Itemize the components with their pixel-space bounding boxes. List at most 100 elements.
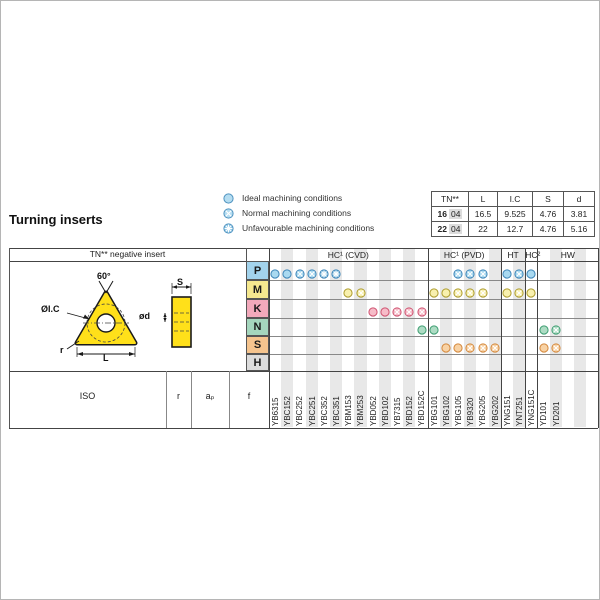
ideal-condition-icon [270,268,280,279]
legend-item: Normal machining conditions [223,207,351,219]
grade-column-label-YB9320: YB9320 [466,397,476,426]
group-header-hw: HW [560,250,575,260]
group-header-hc2: HC² [525,250,541,260]
matrix-cell-N-YBD152C [416,322,427,340]
normal-condition-icon [477,268,488,279]
iso-row-header-N: N [246,318,269,336]
grade-column-label-YNG151C: YNG151C [527,389,537,426]
matrix-cell-M-YBG101 [429,285,439,303]
grade-column-label-YBG202: YBG202 [490,395,500,426]
grade-column-label-YBC252: YBC252 [295,396,305,426]
ideal-condition-icon [416,325,427,335]
matrix-cell-K-YBD152 [404,304,414,322]
group-header-ht: HT [507,250,519,260]
iso-column-header: ISO [79,391,96,401]
matrix-cell-P-YBC251 [307,266,317,284]
ap-column-header: aₚ [205,391,215,401]
ideal-condition-icon [502,268,512,279]
matrix-cell-S-YD101 [538,340,549,358]
ideal-condition-icon [441,343,451,353]
column-stripe [574,249,587,427]
r-leader-line [66,340,80,350]
ideal-condition-icon [380,306,390,317]
grade-column-label-YBD102: YBD102 [380,396,390,426]
matrix-cell-P-YB9320 [465,266,475,284]
matrix-cell-P-YBG205 [477,266,488,284]
ideal-condition-icon [429,287,439,298]
unfavourable-condition-icon [223,222,234,234]
r-column-header: r [177,391,180,401]
spec-tn-cell: 22 04 [431,221,469,237]
angle-label: 60° [97,271,111,281]
spec-value-cell: 5.16 [563,221,595,237]
grade-column-label-YBC152: YBC152 [283,396,293,426]
edge-length-label: L [103,353,109,363]
spec-tn-cell: 16 04 [431,206,469,222]
iso-row-header-M: M [246,280,269,299]
spec-header-cell: d [563,191,595,207]
normal-condition-icon [404,306,414,317]
spec-header-cell: TN** [431,191,469,207]
spec-header-cell: I.C [497,191,533,207]
grade-column-label-YBG205: YBG205 [478,395,488,426]
grade-column-label-YBC352: YBC352 [319,396,329,426]
normal-condition-icon [465,268,475,279]
matrix-cell-P-YBC152 [282,266,292,284]
normal-condition-icon [465,343,475,353]
legend-item: Ideal machining conditions [223,192,342,204]
matrix-cell-N-YBG101 [429,322,439,340]
ideal-condition-icon [502,287,512,298]
ideal-condition-icon [429,325,439,335]
grade-column-label-YBD052: YBD052 [368,396,378,426]
hole-diameter-label: ød [139,311,150,321]
column-stripe [281,249,294,427]
insert-panel-header: TN** negative insert [89,249,166,259]
iso-row-header-K: K [246,299,269,318]
normal-condition-icon [453,287,463,298]
matrix-cell-K-YB7315 [392,304,402,322]
grade-column-label-YD201: YD201 [551,401,561,426]
page-title: Turning inserts [9,212,103,227]
spec-value-cell: 4.76 [532,206,564,222]
insert-drawing [66,280,192,357]
iso-row-header-S: S [246,336,269,354]
inscribed-circle-label: ØI.C [41,304,60,314]
legend-item-label: Ideal machining conditions [242,193,343,203]
spec-value-cell: 12.7 [497,221,533,237]
column-stripe [378,249,391,427]
matrix-cell-S-YBG102 [441,340,451,358]
spec-data-row: 22 04 22 12.7 4.76 5.16 [431,221,595,237]
legend-item-label: Unfavourable machining conditions [242,223,375,233]
matrix-cell-K-YBD052 [368,304,378,322]
matrix-cell-P-YNG151C [526,266,536,284]
matrix-cell-P-YNG151 [502,266,512,284]
ideal-condition-icon [223,192,234,204]
column-stripe [549,249,562,427]
normal-condition-icon [223,207,234,219]
normal-condition-icon [551,343,561,353]
matrix-cell-M-YBM153 [343,285,353,303]
matrix-cell-S-YBG205 [477,340,488,358]
grade-column-label-YBG105: YBG105 [454,395,463,426]
matrix-cell-M-YNT251 [514,285,524,303]
normal-condition-icon [392,306,402,317]
legend-item-label: Normal machining conditions [242,208,352,218]
grade-column-label-YB6315: YB6315 [271,397,280,426]
ideal-condition-icon [368,306,378,317]
spec-value-cell: 3.81 [563,206,595,222]
grade-column-label-YBG102: YBG102 [441,395,451,426]
grade-column-label-YNG151: YNG151 [502,395,512,426]
normal-condition-icon [514,268,524,279]
normal-condition-icon [453,268,463,279]
normal-condition-icon [416,306,427,317]
corner-radius-label: r [60,345,64,355]
unfavourable-condition-icon [331,268,341,279]
spec-header-cell: S [532,191,564,207]
matrix-cell-P-YNT251 [514,266,524,284]
matrix-cell-M-YBG102 [441,285,451,303]
matrix-cell-S-YBG202 [490,340,500,358]
iso-row-header-H: H [246,354,269,371]
ideal-condition-icon [526,268,536,279]
matrix-cell-K-YBD102 [380,304,390,322]
grade-column-label-YNT251: YNT251 [515,396,524,426]
